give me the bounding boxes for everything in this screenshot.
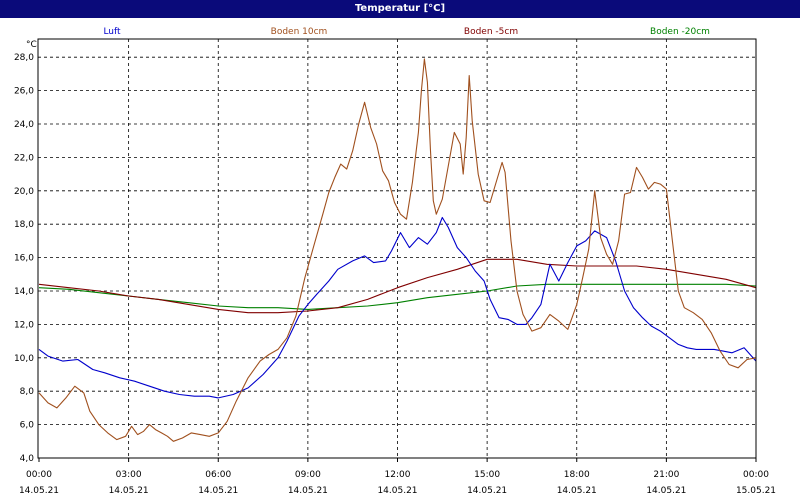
y-tick-label: 16,0 [14, 254, 34, 264]
x-tick-time: 09:00 [295, 470, 321, 480]
x-tick-time: 18:00 [564, 470, 590, 480]
x-tick-time: 06:00 [205, 470, 231, 480]
x-tick-time: 21:00 [653, 470, 679, 480]
x-tick-date: 15.05.21 [736, 486, 776, 496]
x-tick-time: 03:00 [116, 470, 142, 480]
y-tick-label: 4,0 [20, 454, 35, 464]
x-tick-time: 12:00 [385, 470, 411, 480]
x-tick-time: 00:00 [743, 470, 769, 480]
y-tick-label: 10,0 [14, 354, 34, 364]
legend-entry: Luft [103, 27, 121, 37]
legend-entry: Boden 10cm [271, 27, 328, 37]
x-tick-date: 14.05.21 [19, 486, 59, 496]
x-tick-date: 14.05.21 [109, 486, 149, 496]
y-tick-label: 28,0 [14, 53, 34, 63]
y-tick-label: 12,0 [14, 320, 34, 330]
x-tick-time: 00:00 [26, 470, 52, 480]
y-unit-label: °C [26, 40, 37, 50]
y-tick-label: 24,0 [14, 120, 34, 130]
series-line-luft [38, 216, 757, 399]
x-tick-time: 15:00 [474, 470, 500, 480]
x-tick-date: 14.05.21 [557, 486, 597, 496]
x-tick-date: 14.05.21 [288, 486, 328, 496]
series-line-boden-5cm [38, 258, 757, 314]
y-tick-label: 14,0 [14, 287, 34, 297]
y-tick-label: 26,0 [14, 87, 34, 97]
legend-entry: Boden -5cm [464, 27, 518, 37]
window-title: Temperatur [°C] [0, 0, 800, 18]
series-line-boden-10cm [38, 58, 757, 442]
y-tick-label: 22,0 [14, 153, 34, 163]
y-tick-label: 8,0 [20, 387, 35, 397]
x-tick-date: 14.05.21 [646, 486, 686, 496]
x-tick-date: 14.05.21 [198, 486, 238, 496]
x-tick-date: 14.05.21 [467, 486, 507, 496]
y-tick-label: 20,0 [14, 187, 34, 197]
plot-frame [37, 38, 757, 459]
x-tick-date: 14.05.21 [377, 486, 417, 496]
y-tick-label: 6,0 [20, 421, 35, 431]
y-tick-label: 18,0 [14, 220, 34, 230]
legend-entry: Boden -20cm [650, 27, 710, 37]
